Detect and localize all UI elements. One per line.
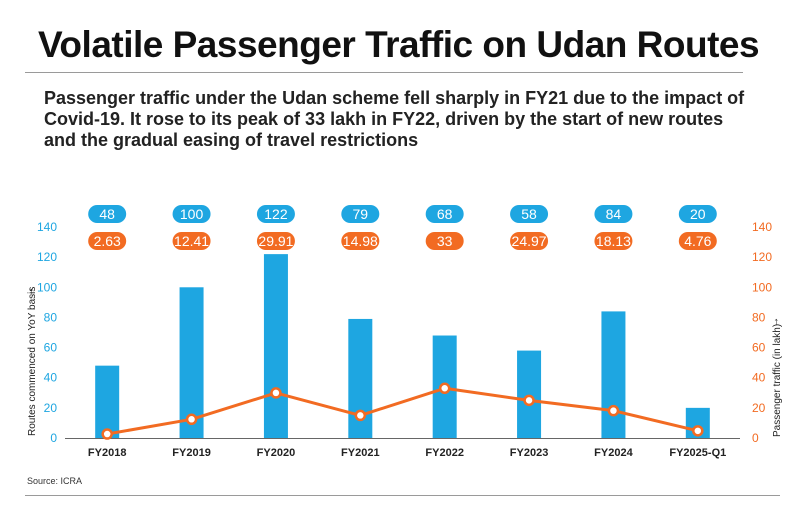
routes-value-label: 58 [521,206,537,222]
footer-divider [25,495,780,496]
traffic-value-label: 18.13 [596,233,631,249]
x-tick-label: FY2018 [88,447,127,459]
passenger-traffic-line [106,386,699,436]
routes-value-badge [594,205,633,223]
bar-fy2024 [601,311,626,438]
traffic-value-label: 12.41 [174,233,209,249]
traffic-value-label: 24.97 [512,233,547,249]
y-right-tick-label: 20 [752,401,766,415]
traffic-value-badge [678,232,717,250]
routes-value-label: 20 [690,206,706,222]
routes-value-badge [341,205,380,223]
x-tick-label: FY2024 [594,447,633,459]
x-tick-label: FY2022 [425,447,464,459]
x-tick-label: FY2019 [172,447,211,459]
y-left-axis-title: Routes commenced on YoY basis [27,287,38,436]
routes-value-label: 100 [180,206,204,222]
traffic-value-badge [172,232,211,250]
page-title: Volatile Passenger Traffic on Udan Route… [38,24,760,65]
y-left-tick-label: 20 [44,401,58,415]
traffic-value-badge [594,232,633,250]
routes-value-badge [172,205,211,223]
routes-value-label: 84 [606,206,622,222]
y-left-tick-label: 40 [44,371,58,385]
y-left-tick-label: 80 [44,310,58,324]
y-left-tick-label: 100 [37,280,57,294]
traffic-value-badge [510,232,549,250]
y-left-tick-label: 140 [37,220,57,234]
x-tick-label: FY2021 [341,447,380,459]
y-right-tick-label: 120 [752,250,772,264]
line-point-fy2018 [101,428,113,440]
routes-value-label: 48 [99,206,115,222]
routes-value-badge [510,205,549,223]
traffic-value-label: 29.91 [258,233,293,249]
traffic-value-badge [88,232,127,250]
routes-value-label: 79 [353,206,369,222]
bar-fy2018 [95,365,120,438]
line-point-fy2022 [438,382,451,395]
source-note: Source: ICRA [27,476,83,486]
x-tick-label: FY2025-Q1 [669,447,726,459]
title-divider [25,72,743,73]
bar-fy2020 [263,254,288,438]
y-right-axis-title: Passenger traffic (in lakh) [772,324,783,437]
traffic-value-label: 33 [437,233,453,249]
line-point-fy2019 [185,413,198,426]
line-point-fy2024 [607,404,620,417]
x-tick-label: FY2023 [510,447,549,459]
traffic-value-badge [256,232,295,250]
y-right-tick-label: 0 [752,431,759,445]
y-left-tick-label: 0 [50,431,57,445]
traffic-value-label: 2.63 [94,233,121,249]
bar-fy2019 [179,287,204,438]
y-right-arrow-icon: → [769,317,781,328]
routes-value-label: 68 [437,206,453,222]
routes-value-label: 122 [264,206,288,222]
chart-subtitle: Passenger traffic under the Udan scheme … [44,88,745,150]
routes-value-badge [425,205,464,223]
routes-value-badge [256,205,295,223]
y-right-tick-label: 60 [752,341,766,355]
line-point-fy2025-q1 [692,425,704,437]
traffic-value-badge [341,232,380,250]
y-left-arrow-icon: → [24,287,36,298]
traffic-value-label: 14.98 [343,233,378,249]
traffic-value-label: 4.76 [684,233,711,249]
y-right-tick-label: 100 [752,280,772,294]
y-right-tick-label: 140 [752,220,772,234]
y-right-tick-label: 40 [752,371,766,385]
line-point-fy2023 [523,394,535,407]
bar-fy2023 [517,350,542,438]
routes-value-badge [88,205,127,223]
routes-value-badge [678,205,717,223]
line-point-fy2020 [270,387,282,399]
traffic-value-badge [425,232,464,250]
line-point-fy2021 [354,409,367,422]
x-tick-label: FY2020 [257,447,296,459]
y-left-tick-label: 60 [44,341,58,355]
y-right-tick-label: 80 [752,310,766,324]
y-left-tick-label: 120 [37,250,57,264]
